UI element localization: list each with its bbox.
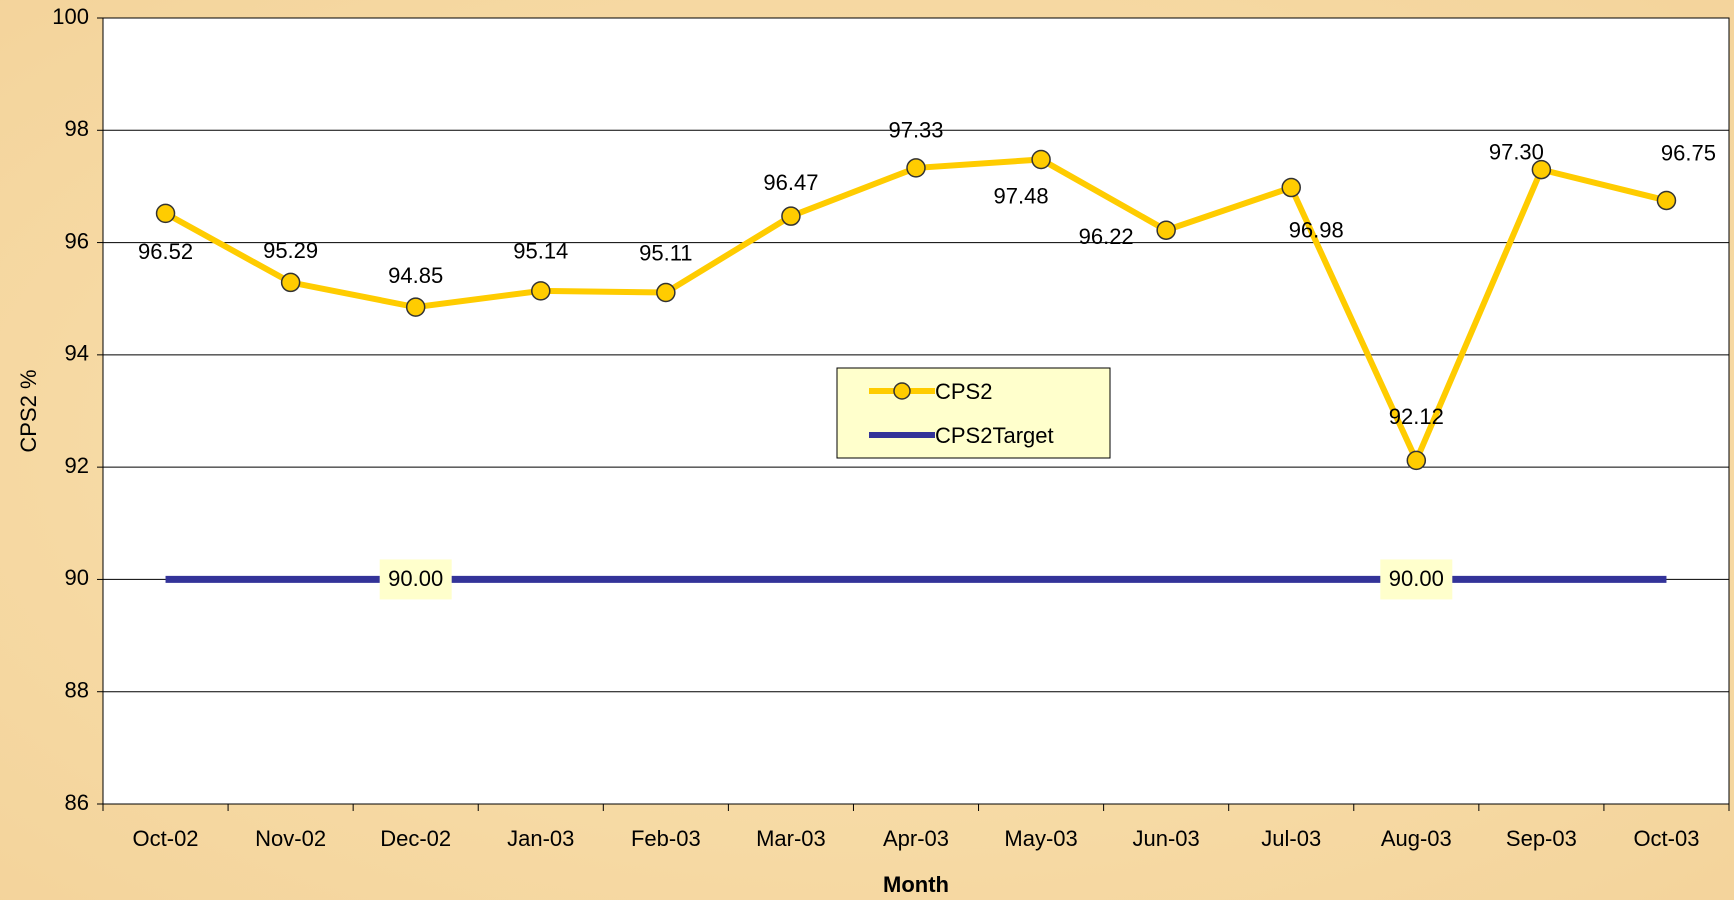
- data-label: 96.75: [1661, 140, 1716, 165]
- y-tick-label: 86: [65, 790, 89, 815]
- y-tick-label: 96: [65, 228, 89, 253]
- y-axis-label: CPS2 %: [16, 369, 41, 452]
- x-tick-label: Oct-02: [133, 826, 199, 851]
- y-tick-label: 92: [65, 453, 89, 478]
- point: [1281, 177, 1301, 198]
- data-label: 96.47: [763, 170, 818, 195]
- point: [1406, 450, 1427, 471]
- data-label-box: [379, 559, 452, 600]
- y-tick-label: 98: [65, 116, 89, 141]
- x-tick-label: Apr-03: [883, 826, 949, 851]
- data-label: 94.85: [388, 263, 443, 288]
- data-label: 97.33: [888, 118, 943, 143]
- x-tick-label: Dec-02: [380, 826, 451, 851]
- x-tick-label: Sep-03: [1506, 826, 1577, 851]
- x-tick-label: Jan-03: [507, 826, 574, 851]
- data-label-box: [1380, 559, 1453, 600]
- data-label: 90.00: [388, 566, 443, 591]
- point: [1031, 149, 1051, 170]
- data-label: 97.48: [994, 183, 1049, 208]
- legend-label: CPS2Target: [935, 423, 1054, 448]
- x-tick-label: Jun-03: [1133, 826, 1200, 851]
- y-tick-label: 88: [65, 678, 89, 703]
- data-label: 95.14: [513, 239, 568, 264]
- data-label: 90.00: [1389, 566, 1444, 591]
- point: [155, 203, 176, 224]
- y-tick-label: 94: [65, 341, 89, 366]
- x-tick-label: Nov-02: [255, 826, 326, 851]
- x-tick-label: May-03: [1004, 826, 1077, 851]
- point: [405, 297, 426, 317]
- data-label: 95.11: [639, 240, 692, 265]
- data-label: 95.29: [263, 238, 318, 263]
- point: [531, 281, 551, 301]
- data-label: 96.98: [1289, 217, 1344, 242]
- x-tick-label: Oct-03: [1633, 826, 1699, 851]
- point: [1531, 159, 1552, 180]
- data-label: 97.30: [1489, 139, 1544, 164]
- point: [781, 206, 801, 226]
- point: [656, 282, 676, 303]
- x-tick-label: Mar-03: [756, 826, 826, 851]
- legend-label: CPS2: [935, 379, 992, 404]
- point: [280, 272, 301, 293]
- x-tick-label: Jul-03: [1261, 826, 1321, 851]
- data-label: 96.22: [1079, 224, 1134, 249]
- legend-box: [836, 367, 1111, 459]
- point: [906, 158, 926, 178]
- point: [1656, 190, 1677, 211]
- y-tick-label: 100: [52, 4, 89, 29]
- x-tick-label: Feb-03: [631, 826, 701, 851]
- data-label: 96.52: [138, 239, 193, 264]
- point: [1156, 220, 1176, 240]
- y-tick-label: 90: [65, 565, 89, 590]
- data-label: 92.12: [1389, 404, 1444, 429]
- x-tick-label: Aug-03: [1381, 826, 1452, 851]
- x-axis-label: Month: [883, 872, 949, 897]
- legend-marker: [893, 382, 911, 400]
